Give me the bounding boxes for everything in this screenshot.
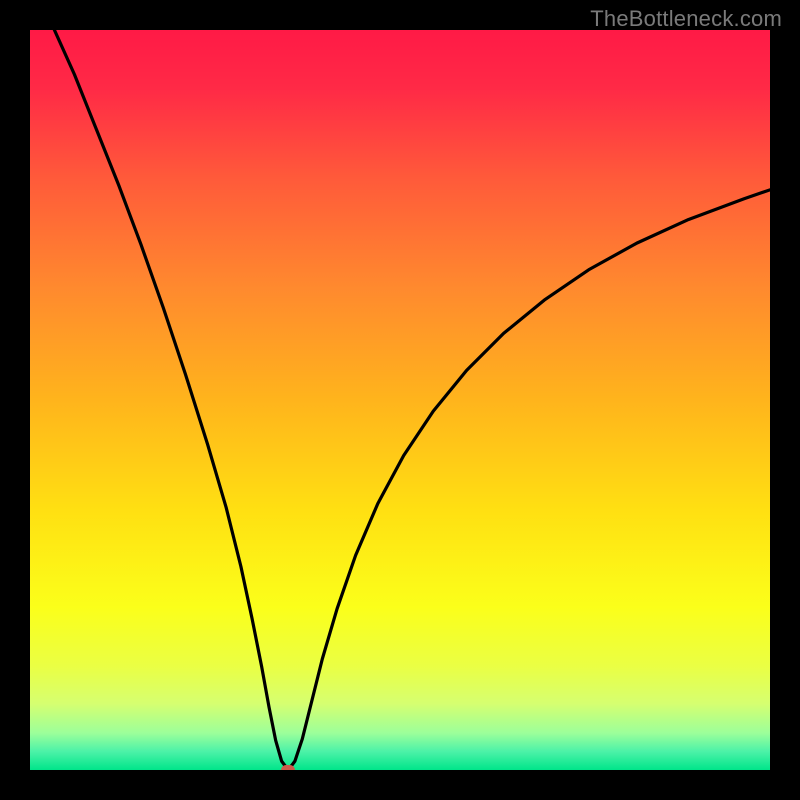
optimum-marker <box>281 765 295 770</box>
chart-plot-area <box>30 30 770 770</box>
watermark-text: TheBottleneck.com <box>590 6 782 32</box>
bottleneck-curve <box>30 30 770 770</box>
